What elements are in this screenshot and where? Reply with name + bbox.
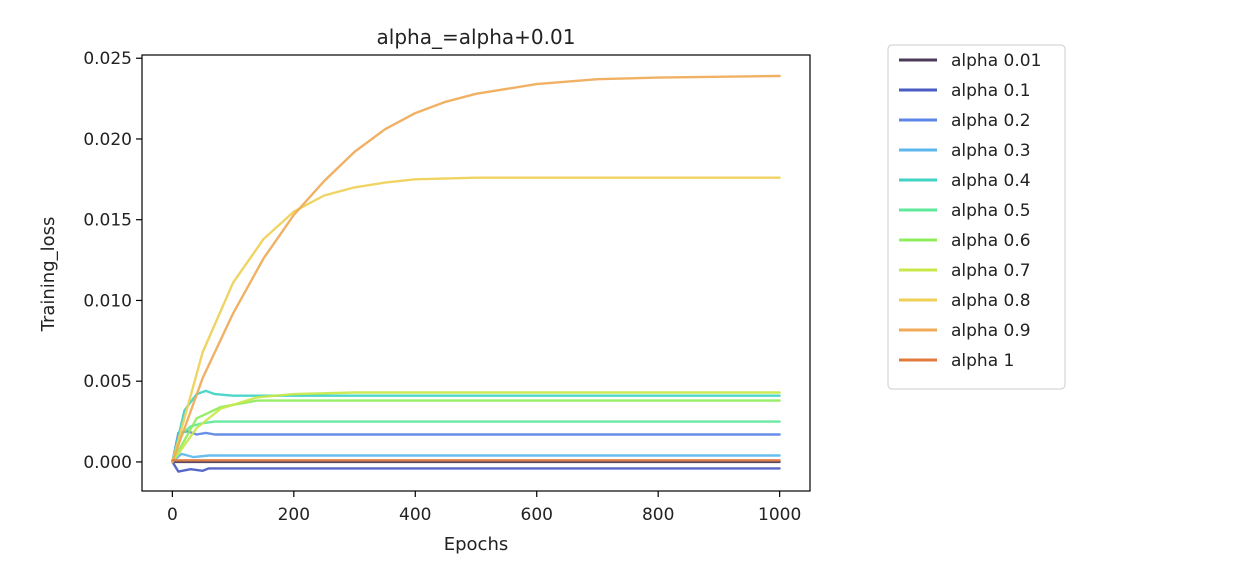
series-line-2 <box>171 430 781 464</box>
legend: alpha 0.01 alpha 0.1 alpha 0.2 alpha 0.3 alp… <box>887 44 1066 390</box>
legend-label-1: alpha 0.1 <box>951 81 1031 101</box>
x-axis-label: Epochs <box>444 534 509 555</box>
series-line-7 <box>171 391 781 464</box>
series-line-6 <box>171 399 781 464</box>
legend-label-9: alpha 0.9 <box>951 321 1031 341</box>
series-line-1 <box>171 460 781 473</box>
chart-title: alpha_=alpha+0.01 <box>377 25 576 49</box>
plot-frame <box>141 54 811 492</box>
series-line-4 <box>171 389 781 464</box>
x-tick-label: 600 <box>521 505 553 525</box>
legend-label-10: alpha 1 <box>951 351 1014 371</box>
x-tick-label: 800 <box>642 505 674 525</box>
y-tick-label: 0.005 <box>83 372 132 392</box>
legend-label-6: alpha 0.6 <box>951 231 1031 251</box>
legend-label-7: alpha 0.7 <box>951 261 1031 281</box>
y-tick-label: 0.020 <box>83 130 132 150</box>
y-axis-label: Training_loss <box>38 217 59 333</box>
legend-label-5: alpha 0.5 <box>951 201 1031 221</box>
series-layer <box>171 74 781 473</box>
x-tick-label: 200 <box>278 505 310 525</box>
y-tick-label: 0.015 <box>83 211 132 231</box>
legend-label-3: alpha 0.3 <box>951 141 1031 161</box>
x-tick-label: 0 <box>167 505 178 525</box>
ticks-layer: 0 200 400 600 800 1000 0.000 0.005 0.010 0.015 0.0… <box>83 49 801 525</box>
legend-box <box>887 44 1066 390</box>
legend-label-8: alpha 0.8 <box>951 291 1031 311</box>
series-line-8 <box>171 176 781 464</box>
series-line-3 <box>171 452 781 464</box>
y-tick-label: 0.010 <box>83 291 132 311</box>
legend-label-4: alpha 0.4 <box>951 171 1031 191</box>
legend-label-2: alpha 0.2 <box>951 111 1031 131</box>
series-line-9 <box>171 74 781 464</box>
y-tick-label: 0.025 <box>83 49 132 69</box>
x-tick-label: 400 <box>399 505 431 525</box>
x-tick-label: 1000 <box>758 505 801 525</box>
y-tick-label: 0.000 <box>83 453 132 473</box>
legend-label-0: alpha 0.01 <box>951 51 1041 71</box>
